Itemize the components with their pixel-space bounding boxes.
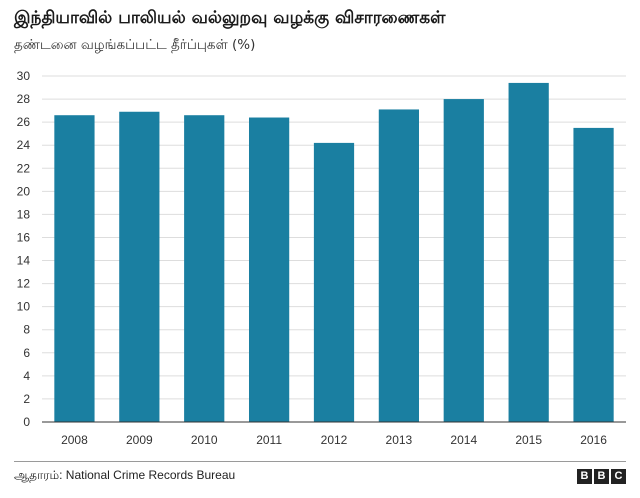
bar-2009 xyxy=(119,111,160,423)
y-tick-label: 6 xyxy=(23,346,30,360)
bar-2008 xyxy=(54,115,95,423)
bar-2012 xyxy=(313,142,355,423)
y-tick-label: 0 xyxy=(23,415,30,429)
y-tick-label: 2 xyxy=(23,392,30,406)
x-tick-label: 2010 xyxy=(191,433,218,447)
bar-2011 xyxy=(248,117,290,423)
x-tick-label: 2011 xyxy=(256,433,282,447)
y-tick-label: 4 xyxy=(23,369,30,383)
y-tick-label: 14 xyxy=(17,254,31,268)
footer-divider xyxy=(14,461,626,462)
y-tick-label: 12 xyxy=(17,277,31,291)
bar-2013 xyxy=(378,109,420,423)
x-tick-label: 2013 xyxy=(386,433,413,447)
x-tick-label: 2008 xyxy=(61,433,88,447)
source-note: ஆதாரம்: National Crime Records Bureau xyxy=(14,468,236,482)
bbc-logo-letter: B xyxy=(577,469,592,484)
y-tick-label: 28 xyxy=(17,92,31,106)
chart-title: இந்தியாவில் பாலியல் வல்லுறவு வழக்கு விசா… xyxy=(14,8,446,28)
y-tick-label: 22 xyxy=(17,161,31,175)
y-tick-label: 20 xyxy=(17,184,31,198)
bbc-logo-letter: C xyxy=(611,469,626,484)
y-tick-label: 8 xyxy=(23,323,30,337)
y-tick-label: 30 xyxy=(17,69,31,83)
bar-2015 xyxy=(508,82,549,423)
x-tick-label: 2015 xyxy=(515,433,542,447)
y-tick-label: 26 xyxy=(17,115,31,129)
bbc-logo: B B C xyxy=(577,469,626,484)
x-tick-label: 2016 xyxy=(580,433,607,447)
y-tick-label: 24 xyxy=(17,138,31,152)
x-axis-ticks: 2008 2009 2010 2011 2012 2013 2014 2015 2016 xyxy=(61,433,607,447)
x-tick-label: 2014 xyxy=(450,433,477,447)
y-tick-label: 18 xyxy=(17,207,31,221)
bbc-logo-letter: B xyxy=(594,469,609,484)
bar-2014 xyxy=(443,99,484,423)
chart-subtitle: தண்டனை வழங்கப்பட்ட தீர்ப்புகள் (%) xyxy=(14,37,256,53)
bar-2016 xyxy=(573,127,614,423)
y-tick-label: 16 xyxy=(17,230,31,244)
bars xyxy=(54,82,614,423)
x-tick-label: 2009 xyxy=(126,433,153,447)
y-tick-label: 10 xyxy=(17,300,31,314)
x-tick-label: 2012 xyxy=(321,433,348,447)
bar-2010 xyxy=(184,115,225,423)
